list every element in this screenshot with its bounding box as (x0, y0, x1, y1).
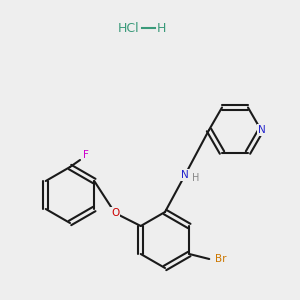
Text: HCl: HCl (118, 22, 140, 34)
Text: N: N (258, 125, 266, 135)
Text: N: N (181, 170, 189, 180)
Text: O: O (111, 208, 119, 218)
Text: Br: Br (215, 254, 227, 264)
Text: H: H (192, 173, 200, 183)
Text: F: F (83, 150, 89, 160)
Text: H: H (157, 22, 166, 34)
